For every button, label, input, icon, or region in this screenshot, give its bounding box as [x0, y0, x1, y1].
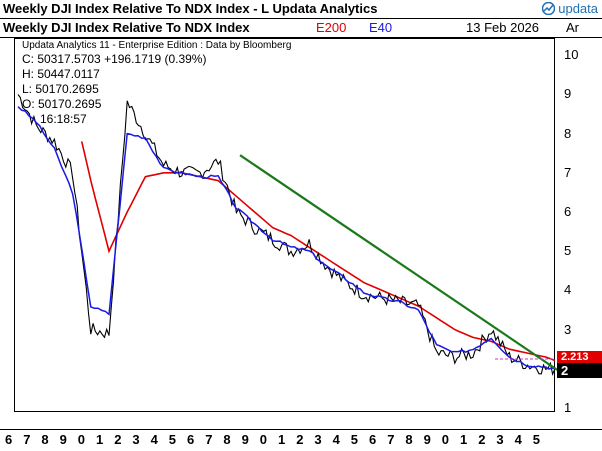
x-tick-label: 6 — [5, 432, 13, 447]
legend-e200[interactable]: E200 — [316, 20, 347, 35]
x-tick-label: 4 — [514, 432, 522, 447]
close-value: C: 50317.5703 +196.1719 (0.39%) — [22, 52, 207, 66]
chart-header: Weekly DJI Index Relative To NDX Index E… — [0, 19, 602, 38]
x-tick-label: 9 — [423, 432, 431, 447]
x-tick-label: 8 — [41, 432, 49, 447]
x-tick-label: 0 — [259, 432, 268, 447]
x-tick-label: 1 — [278, 432, 286, 447]
y-tick-label: 1 — [564, 400, 572, 415]
open-value: O: 50170.2695 — [22, 97, 102, 111]
time-value: 16:18:57 — [40, 112, 87, 126]
e40-line — [17, 106, 556, 370]
x-tick-label: 5 — [532, 432, 541, 447]
x-tick-label: 8 — [223, 432, 231, 447]
price-line — [17, 94, 556, 377]
x-tick-label: 0 — [77, 432, 86, 447]
y-tick-label: 6 — [564, 204, 572, 219]
updata-logo-icon — [542, 2, 556, 15]
high-value: H: 50447.0117 — [22, 67, 100, 81]
x-tick-label: 4 — [332, 432, 340, 447]
x-tick-label: 7 — [23, 432, 31, 447]
y-tick-label: 9 — [564, 86, 572, 102]
x-tick-label: 2 — [296, 432, 304, 447]
legend-e40[interactable]: E40 — [369, 20, 393, 35]
x-tick-label: 4 — [150, 432, 158, 447]
x-tick-label: 3 — [314, 432, 322, 447]
x-tick-label: 6 — [369, 432, 377, 447]
x-tick-label: 7 — [387, 432, 395, 447]
title-bar: Weekly DJI Index Relative To NDX Index -… — [0, 0, 602, 19]
x-tick-label: 3 — [132, 432, 140, 447]
chart-title: Weekly DJI Index Relative To NDX Index — [3, 20, 250, 35]
axis-mode[interactable]: Ar — [566, 20, 579, 35]
plot-area[interactable] — [14, 38, 555, 412]
x-tick-label: 6 — [187, 432, 195, 447]
y-tick-label: 4 — [564, 282, 572, 298]
downtrend-line — [239, 154, 560, 372]
low-value: L: 50170.2695 — [22, 82, 99, 96]
e200-line — [80, 141, 556, 362]
x-axis-divider — [0, 429, 602, 430]
x-tick-label: 5 — [168, 432, 177, 447]
x-tick-label: 0 — [441, 432, 450, 447]
window-title: Weekly DJI Index Relative To NDX Index -… — [3, 1, 378, 16]
brand-logo: updata — [542, 1, 598, 16]
x-tick-label: 1 — [460, 432, 468, 447]
chart-date: 13 Feb 2026 — [466, 20, 540, 35]
x-tick-label: 8 — [405, 432, 413, 447]
x-tick-label: 9 — [59, 432, 67, 447]
y-tick-label: 8 — [564, 125, 572, 141]
e200-price-tag: 2.213 — [557, 351, 602, 364]
edition-text: Updata Analytics 11 - Enterprise Edition… — [22, 40, 292, 51]
y-tick-label: 7 — [564, 164, 572, 180]
x-tick-label: 3 — [496, 432, 504, 447]
x-tick-label: 1 — [96, 432, 104, 447]
y-tick-label: 10 — [564, 47, 579, 63]
x-tick-label: 2 — [114, 432, 122, 447]
x-tick-label: 5 — [350, 432, 359, 447]
x-tick-label: 9 — [241, 432, 249, 447]
y-tick-label: 5 — [564, 243, 572, 259]
last-price-tag: 2 — [557, 363, 602, 378]
brand-name: updata — [558, 1, 598, 16]
x-tick-label: 7 — [205, 432, 213, 447]
x-tick-label: 2 — [478, 432, 486, 447]
y-tick-label: 3 — [564, 321, 572, 337]
